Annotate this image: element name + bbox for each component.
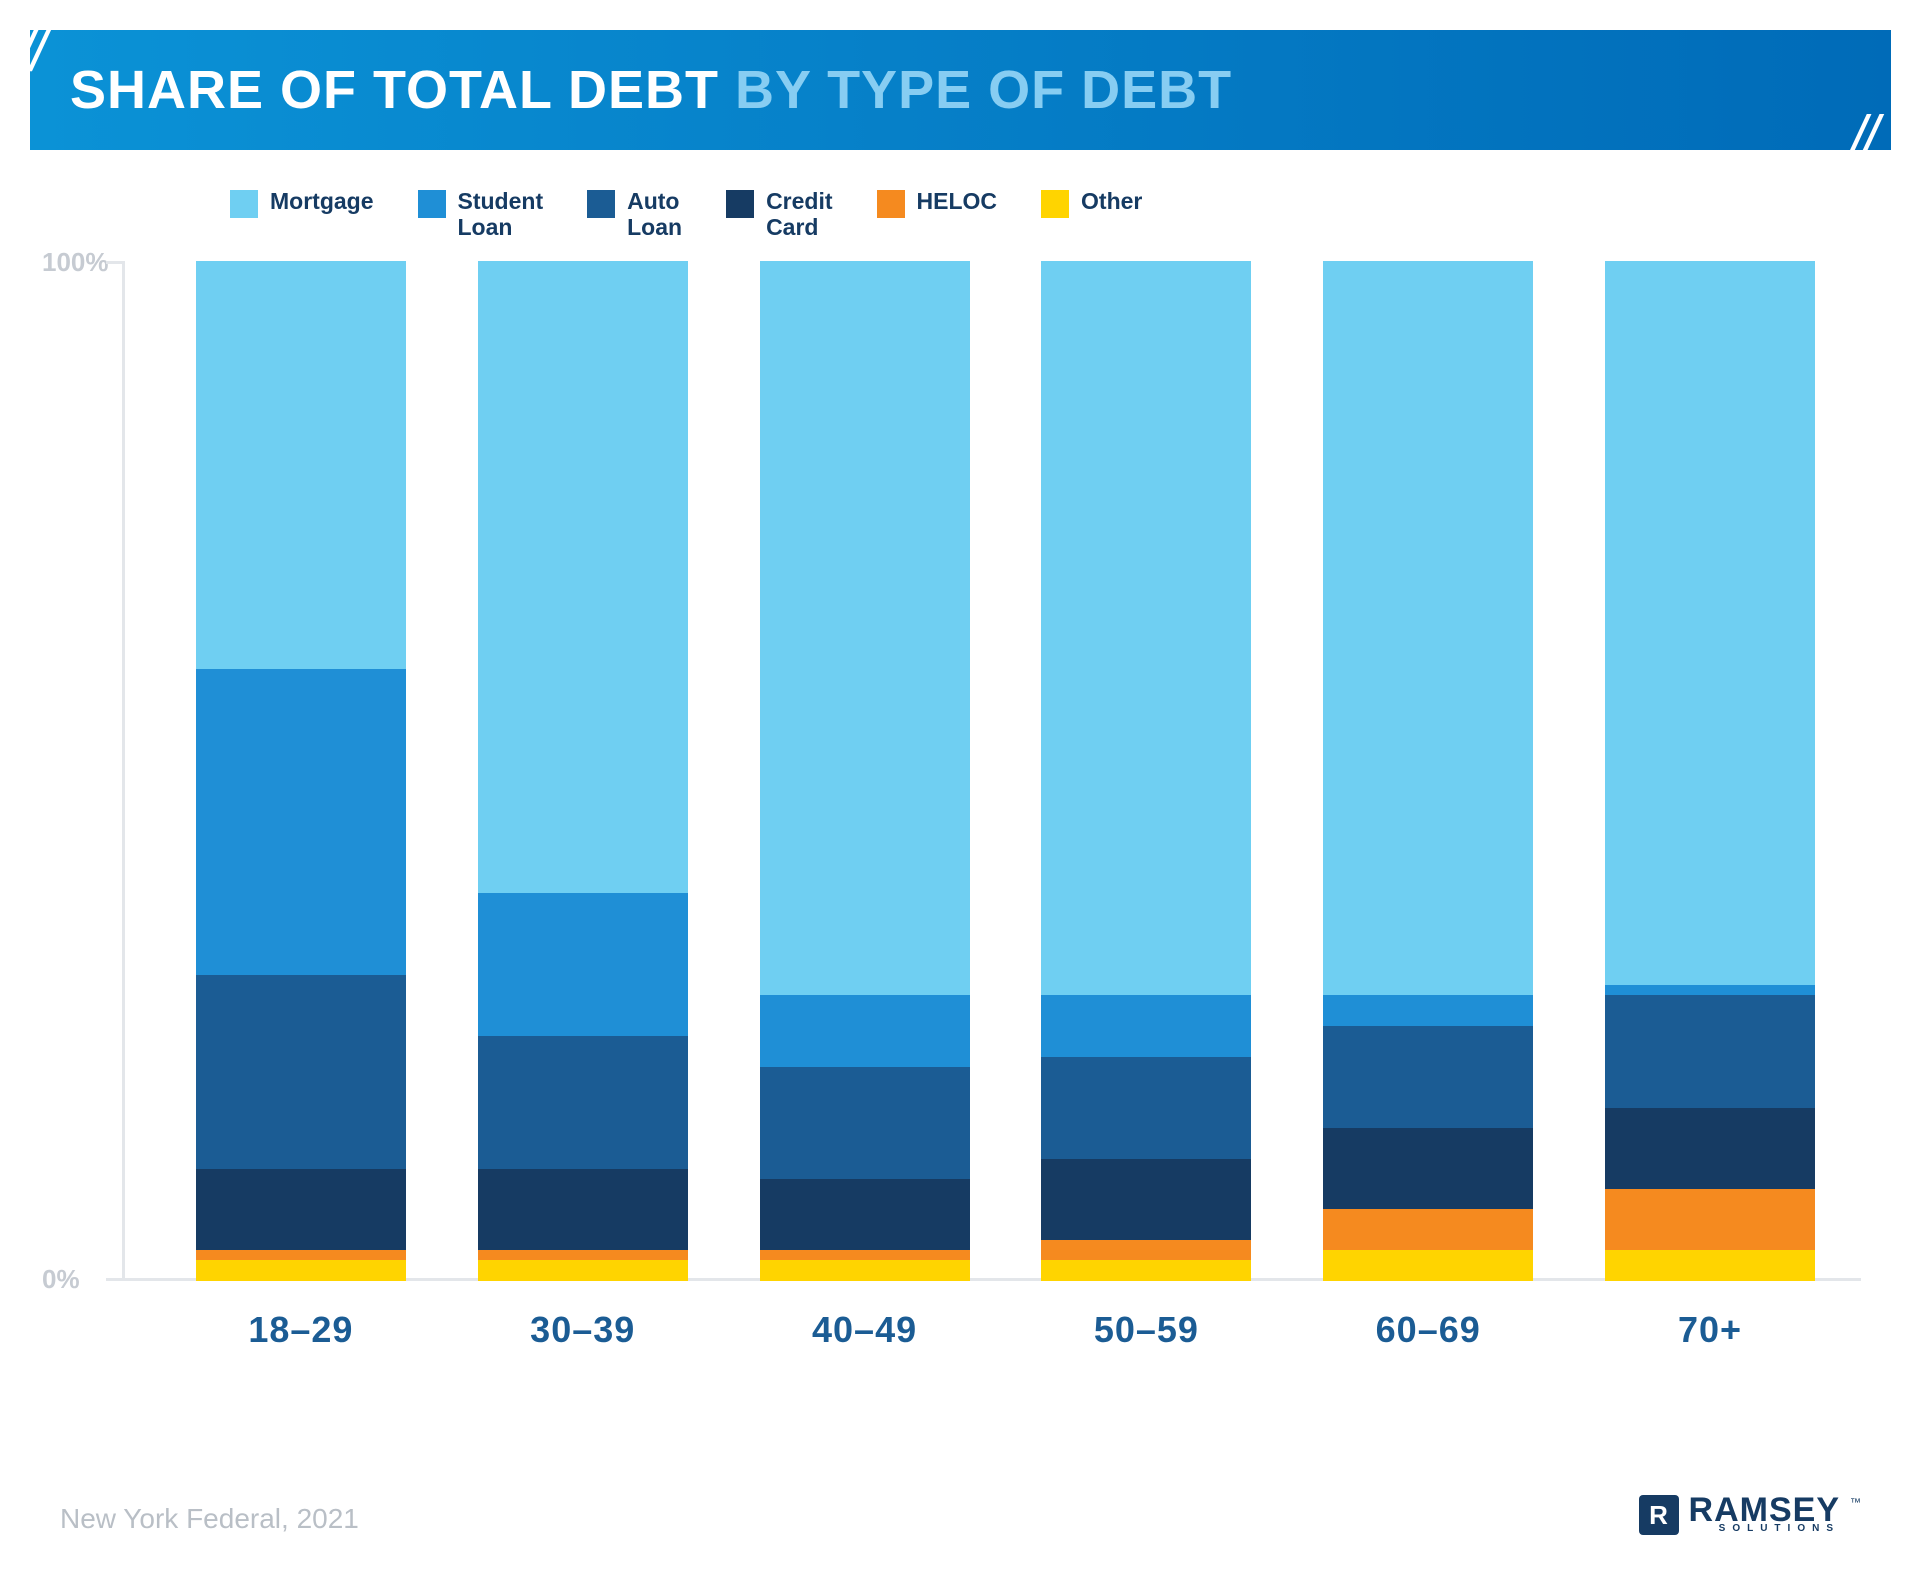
brand-logo: R RAMSEY SOLUTIONS ™ bbox=[1639, 1495, 1861, 1535]
title-slash-right-icon: // bbox=[1850, 103, 1875, 172]
source-text: New York Federal, 2021 bbox=[60, 1503, 359, 1535]
bar-50–59 bbox=[1041, 261, 1251, 1281]
legend-label-other: Other bbox=[1081, 188, 1142, 214]
segment-other bbox=[1041, 1260, 1251, 1280]
title-slash-left-icon: // bbox=[18, 16, 43, 85]
segment-student bbox=[196, 669, 406, 975]
bar-18–29 bbox=[196, 261, 406, 1281]
segment-credit bbox=[1041, 1159, 1251, 1241]
segment-auto bbox=[1323, 1026, 1533, 1128]
segment-heloc bbox=[1605, 1189, 1815, 1250]
title-bar: // SHARE OF TOTAL DEBT BY TYPE OF DEBT /… bbox=[30, 30, 1891, 150]
segment-auto bbox=[760, 1067, 970, 1179]
bar-60–69 bbox=[1323, 261, 1533, 1281]
legend-swatch-student bbox=[418, 190, 446, 218]
legend-swatch-credit bbox=[726, 190, 754, 218]
legend-swatch-other bbox=[1041, 190, 1069, 218]
segment-other bbox=[196, 1260, 406, 1280]
legend-item-auto: Auto Loan bbox=[587, 188, 682, 241]
bar-70+ bbox=[1605, 261, 1815, 1281]
x-axis-label: 70+ bbox=[1605, 1309, 1815, 1351]
chart-area: 100% 0% bbox=[100, 261, 1861, 1281]
chart-title: SHARE OF TOTAL DEBT BY TYPE OF DEBT bbox=[70, 59, 1232, 121]
legend-label-mortgage: Mortgage bbox=[270, 188, 374, 214]
segment-mortgage bbox=[760, 261, 970, 995]
segment-credit bbox=[478, 1169, 688, 1251]
logo-badge-icon: R bbox=[1639, 1495, 1679, 1535]
legend-swatch-mortgage bbox=[230, 190, 258, 218]
segment-mortgage bbox=[196, 261, 406, 669]
segment-mortgage bbox=[1605, 261, 1815, 985]
segment-credit bbox=[196, 1169, 406, 1251]
segment-mortgage bbox=[1323, 261, 1533, 995]
segment-student bbox=[1605, 985, 1815, 995]
segment-heloc bbox=[1323, 1209, 1533, 1250]
y-tick-top bbox=[106, 261, 122, 264]
y-axis-line bbox=[122, 261, 125, 1281]
segment-heloc bbox=[1041, 1240, 1251, 1260]
segment-mortgage bbox=[1041, 261, 1251, 995]
segment-credit bbox=[1605, 1108, 1815, 1190]
bar-column bbox=[1041, 261, 1251, 1281]
legend-label-credit: Credit Card bbox=[766, 188, 832, 241]
segment-other bbox=[1605, 1250, 1815, 1281]
legend-swatch-auto bbox=[587, 190, 615, 218]
segment-student bbox=[1041, 995, 1251, 1056]
bars-container bbox=[160, 261, 1851, 1281]
segment-heloc bbox=[760, 1250, 970, 1260]
y-tick-bottom bbox=[106, 1278, 122, 1281]
segment-other bbox=[760, 1260, 970, 1280]
segment-mortgage bbox=[478, 261, 688, 893]
footer: New York Federal, 2021 R RAMSEY SOLUTION… bbox=[60, 1495, 1861, 1535]
legend-item-student: Student Loan bbox=[418, 188, 544, 241]
title-part2: BY TYPE OF DEBT bbox=[735, 60, 1232, 120]
segment-credit bbox=[1323, 1128, 1533, 1210]
bar-40–49 bbox=[760, 261, 970, 1281]
title-part1: SHARE OF TOTAL DEBT bbox=[70, 60, 735, 120]
x-axis-labels: 18–29 30–39 40–49 50–59 60–69 70+ bbox=[160, 1309, 1851, 1351]
segment-other bbox=[1323, 1250, 1533, 1281]
segment-credit bbox=[760, 1179, 970, 1250]
x-axis-label: 50–59 bbox=[1041, 1309, 1251, 1351]
segment-student bbox=[760, 995, 970, 1066]
segment-other bbox=[478, 1260, 688, 1280]
segment-student bbox=[1323, 995, 1533, 1026]
y-axis-label-0: 0% bbox=[42, 1264, 80, 1295]
logo-text: RAMSEY SOLUTIONS bbox=[1689, 1496, 1840, 1533]
bar-30–39 bbox=[478, 261, 688, 1281]
y-axis-label-100: 100% bbox=[42, 247, 109, 278]
legend-label-heloc: HELOC bbox=[917, 188, 998, 214]
legend-label-auto: Auto Loan bbox=[627, 188, 682, 241]
segment-student bbox=[478, 893, 688, 1036]
logo-tm: ™ bbox=[1850, 1497, 1861, 1509]
segment-auto bbox=[1041, 1057, 1251, 1159]
segment-heloc bbox=[478, 1250, 688, 1260]
bar-column bbox=[196, 261, 406, 1281]
x-axis-label: 40–49 bbox=[760, 1309, 970, 1351]
x-axis-label: 60–69 bbox=[1323, 1309, 1533, 1351]
logo-sub: SOLUTIONS bbox=[1689, 1525, 1840, 1534]
bar-column bbox=[1323, 261, 1533, 1281]
segment-auto bbox=[1605, 995, 1815, 1107]
x-axis-label: 18–29 bbox=[196, 1309, 406, 1351]
legend-item-other: Other bbox=[1041, 188, 1142, 218]
bar-column bbox=[478, 261, 688, 1281]
bar-column bbox=[760, 261, 970, 1281]
segment-heloc bbox=[196, 1250, 406, 1260]
legend-item-mortgage: Mortgage bbox=[230, 188, 374, 218]
legend: Mortgage Student Loan Auto Loan Credit Card… bbox=[230, 188, 1921, 241]
segment-auto bbox=[478, 1036, 688, 1169]
legend-swatch-heloc bbox=[877, 190, 905, 218]
logo-main: RAMSEY bbox=[1689, 1496, 1840, 1525]
legend-label-student: Student Loan bbox=[458, 188, 544, 241]
legend-item-credit: Credit Card bbox=[726, 188, 832, 241]
bar-column bbox=[1605, 261, 1815, 1281]
x-axis-label: 30–39 bbox=[478, 1309, 688, 1351]
segment-auto bbox=[196, 975, 406, 1169]
legend-item-heloc: HELOC bbox=[877, 188, 998, 218]
